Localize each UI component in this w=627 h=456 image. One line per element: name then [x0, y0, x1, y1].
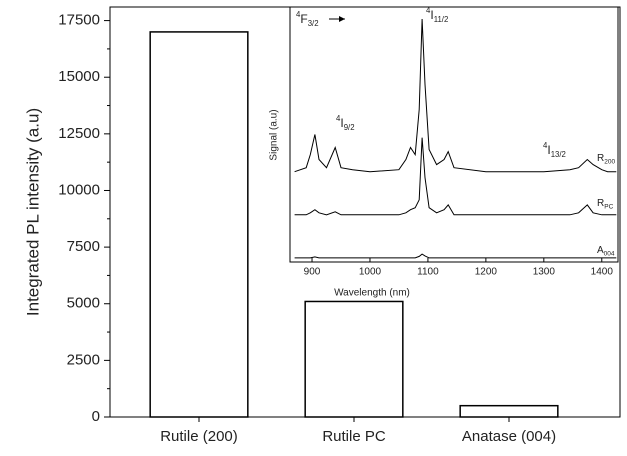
y-axis-label: Integrated PL intensity (a.u): [23, 108, 42, 316]
arrow-head: [339, 16, 345, 22]
y-tick-label: 10000: [58, 181, 100, 198]
subscript: 11/2: [434, 15, 449, 24]
series-label: R200: [597, 153, 615, 166]
superscript: 4: [296, 10, 301, 19]
y-tick-label: 12500: [58, 125, 100, 142]
x-tick-label: Rutile (200): [160, 428, 238, 445]
subscript: PC: [604, 203, 613, 210]
y-tick-label: 7500: [67, 238, 100, 255]
x-tick-label: 1200: [475, 267, 498, 278]
inset-x-axis-label: Wavelength (nm): [334, 288, 410, 299]
subscript: 200: [604, 158, 615, 165]
x-tick-label: 1100: [417, 267, 439, 278]
subscript: 9/2: [344, 123, 355, 132]
label-text: A: [597, 245, 604, 256]
spectrum-line: [294, 137, 617, 216]
x-tick-label: 1300: [533, 267, 556, 278]
x-tick-label: Rutile PC: [322, 428, 386, 445]
label-text: I: [340, 116, 343, 130]
bar: [149, 31, 249, 418]
peak-label: 4I13/2: [543, 141, 566, 159]
inset-frame: [289, 6, 619, 263]
peak-label: 4I11/2: [426, 6, 448, 24]
y-tick-label: 17500: [58, 12, 100, 29]
peak-label: 4F3/2: [296, 10, 319, 28]
superscript: 4: [426, 6, 431, 15]
bar: [459, 404, 559, 418]
series-label: A004: [597, 245, 615, 258]
label-text: F: [300, 12, 307, 26]
x-tick-label: Anatase (004): [462, 428, 556, 445]
x-tick-label: 1400: [591, 267, 614, 278]
peak-label: 4I9/2: [336, 114, 355, 132]
subscript: 004: [604, 250, 615, 257]
label-text: I: [547, 143, 550, 157]
inset-y-axis-label: Signal (a.u): [269, 109, 280, 160]
x-tick-label: 900: [304, 267, 321, 278]
y-tick-label: 5000: [67, 295, 100, 312]
superscript: 4: [543, 141, 548, 150]
y-tick-label: 15000: [58, 68, 100, 85]
label-text: R: [597, 153, 604, 164]
x-tick-label: 1000: [359, 267, 382, 278]
bar: [304, 300, 404, 418]
spectrum-line: [294, 18, 617, 173]
y-tick-label: 0: [92, 408, 100, 425]
subscript: 13/2: [551, 150, 566, 159]
superscript: 4: [336, 114, 341, 123]
subscript: 3/2: [308, 19, 319, 28]
label-text: R: [597, 198, 604, 209]
y-tick-label: 2500: [67, 351, 100, 368]
series-label: RPC: [597, 198, 614, 211]
spectrum-line: [294, 253, 617, 259]
label-text: I: [430, 8, 433, 22]
